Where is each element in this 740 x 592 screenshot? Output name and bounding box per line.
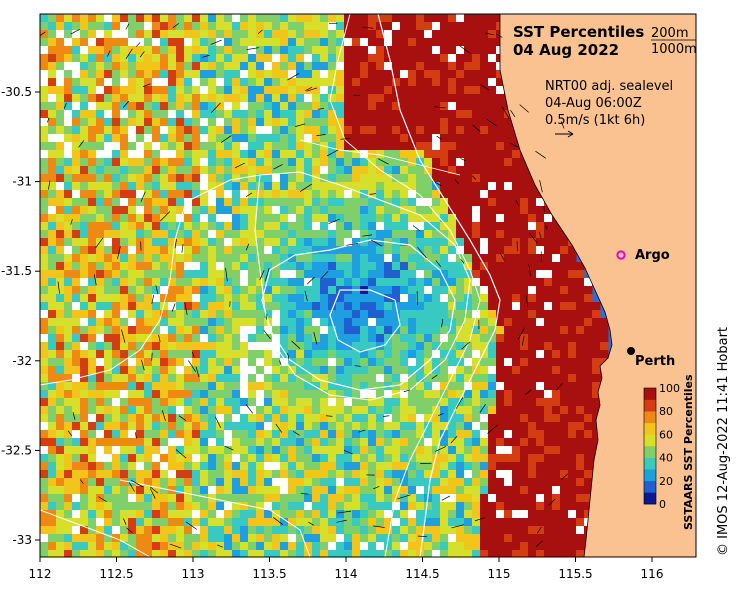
- x-tick-label: 116: [641, 567, 664, 581]
- perth-label: Perth: [635, 354, 675, 369]
- x-tick-label: 114: [335, 567, 358, 581]
- y-tick-label: -31.5: [1, 264, 32, 278]
- colorbar: 0 20 40 60 80 100: [643, 382, 680, 511]
- colorbar-title: SSTAARS SST Percentiles: [682, 374, 695, 530]
- x-tick-label: 115: [488, 567, 511, 581]
- y-tick-label: -32: [12, 354, 32, 368]
- map-date: 04 Aug 2022: [513, 41, 619, 59]
- map-plot-area: Argo Perth SST Percentiles 04 Aug 2022 2…: [40, 14, 697, 557]
- current-product-label: NRT00 adj. sealevel: [545, 79, 673, 94]
- colorbar-tick-label: 80: [659, 405, 673, 418]
- map-title: SST Percentiles: [513, 23, 644, 41]
- current-scale-label: 0.5m/s (1kt 6h): [545, 113, 645, 128]
- x-tick-label: 113: [182, 567, 205, 581]
- perth-marker: [627, 347, 635, 355]
- y-tick-label: -33: [12, 533, 32, 547]
- plot-frame: [39, 13, 697, 558]
- colorbar-tick-label: 40: [659, 452, 673, 465]
- x-tick-label: 113.5: [252, 567, 286, 581]
- y-tick-label: -31: [12, 175, 32, 189]
- current-scale-arrow: [555, 130, 574, 138]
- x-axis: 112 112.5 113 113.5 114 114.5 115 115.5 116: [29, 557, 664, 581]
- colorbar-tick-label: 0: [659, 498, 666, 511]
- x-tick-label: 114.5: [405, 567, 439, 581]
- x-tick-label: 112.5: [99, 567, 133, 581]
- depth-contour-200-label: 200m: [651, 26, 688, 41]
- current-time-label: 04-Aug 06:00Z: [545, 96, 642, 111]
- depth-contours: [40, 14, 501, 557]
- x-tick-label: 112: [29, 567, 52, 581]
- current-vectors: [40, 22, 569, 549]
- y-tick-label: -30.5: [1, 85, 32, 99]
- y-tick-label: -32.5: [1, 443, 32, 457]
- y-axis: -30.5 -31 -31.5 -32 -32.5 -33: [1, 85, 40, 547]
- imos-credit: © IMOS 12-Aug-2022 11:41 Hobart: [716, 327, 731, 556]
- colorbar-tick-label: 100: [659, 382, 680, 395]
- argo-label: Argo: [635, 248, 670, 263]
- depth-contour-1000-label: 1000m: [651, 42, 697, 57]
- x-tick-label: 115.5: [558, 567, 592, 581]
- colorbar-tick-label: 20: [659, 475, 673, 488]
- argo-marker: [616, 250, 626, 260]
- colorbar-tick-label: 60: [659, 428, 673, 441]
- sst-percentile-field: [40, 14, 609, 557]
